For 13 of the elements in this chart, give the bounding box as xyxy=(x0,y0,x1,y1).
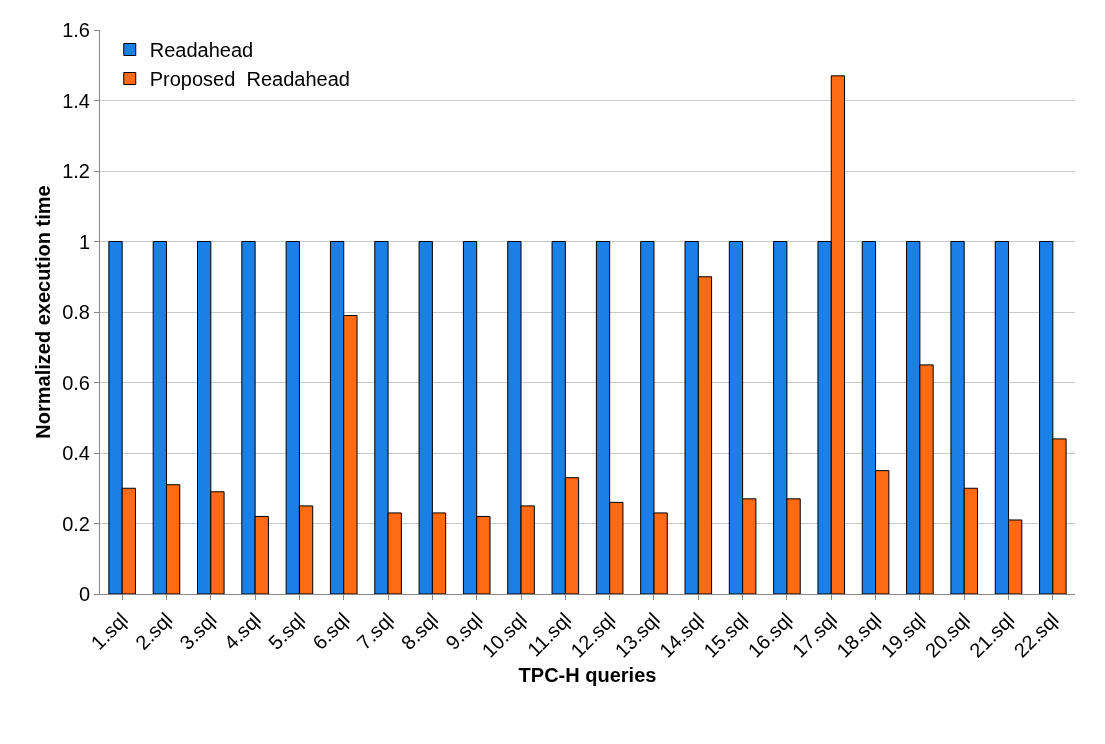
y-tick-label: 1.2 xyxy=(62,160,90,182)
y-tick-label: 0.4 xyxy=(62,442,90,464)
y-axis-title: Normalized execution time xyxy=(32,185,54,439)
y-tick-label: 1.4 xyxy=(62,89,90,112)
legend-label: Readahead xyxy=(149,39,254,62)
x-axis-title: TPC-H queries xyxy=(518,663,657,686)
legend-label: Proposed Readahead xyxy=(149,68,350,91)
y-tick-label: 0.8 xyxy=(62,301,90,323)
y-tick-label: 1.6 xyxy=(62,19,90,41)
y-tick-label: 1 xyxy=(78,230,90,253)
y-tick-label: 0 xyxy=(78,583,90,605)
y-tick-label: 0.2 xyxy=(62,512,90,535)
y-tick-label: 0.6 xyxy=(62,371,90,394)
